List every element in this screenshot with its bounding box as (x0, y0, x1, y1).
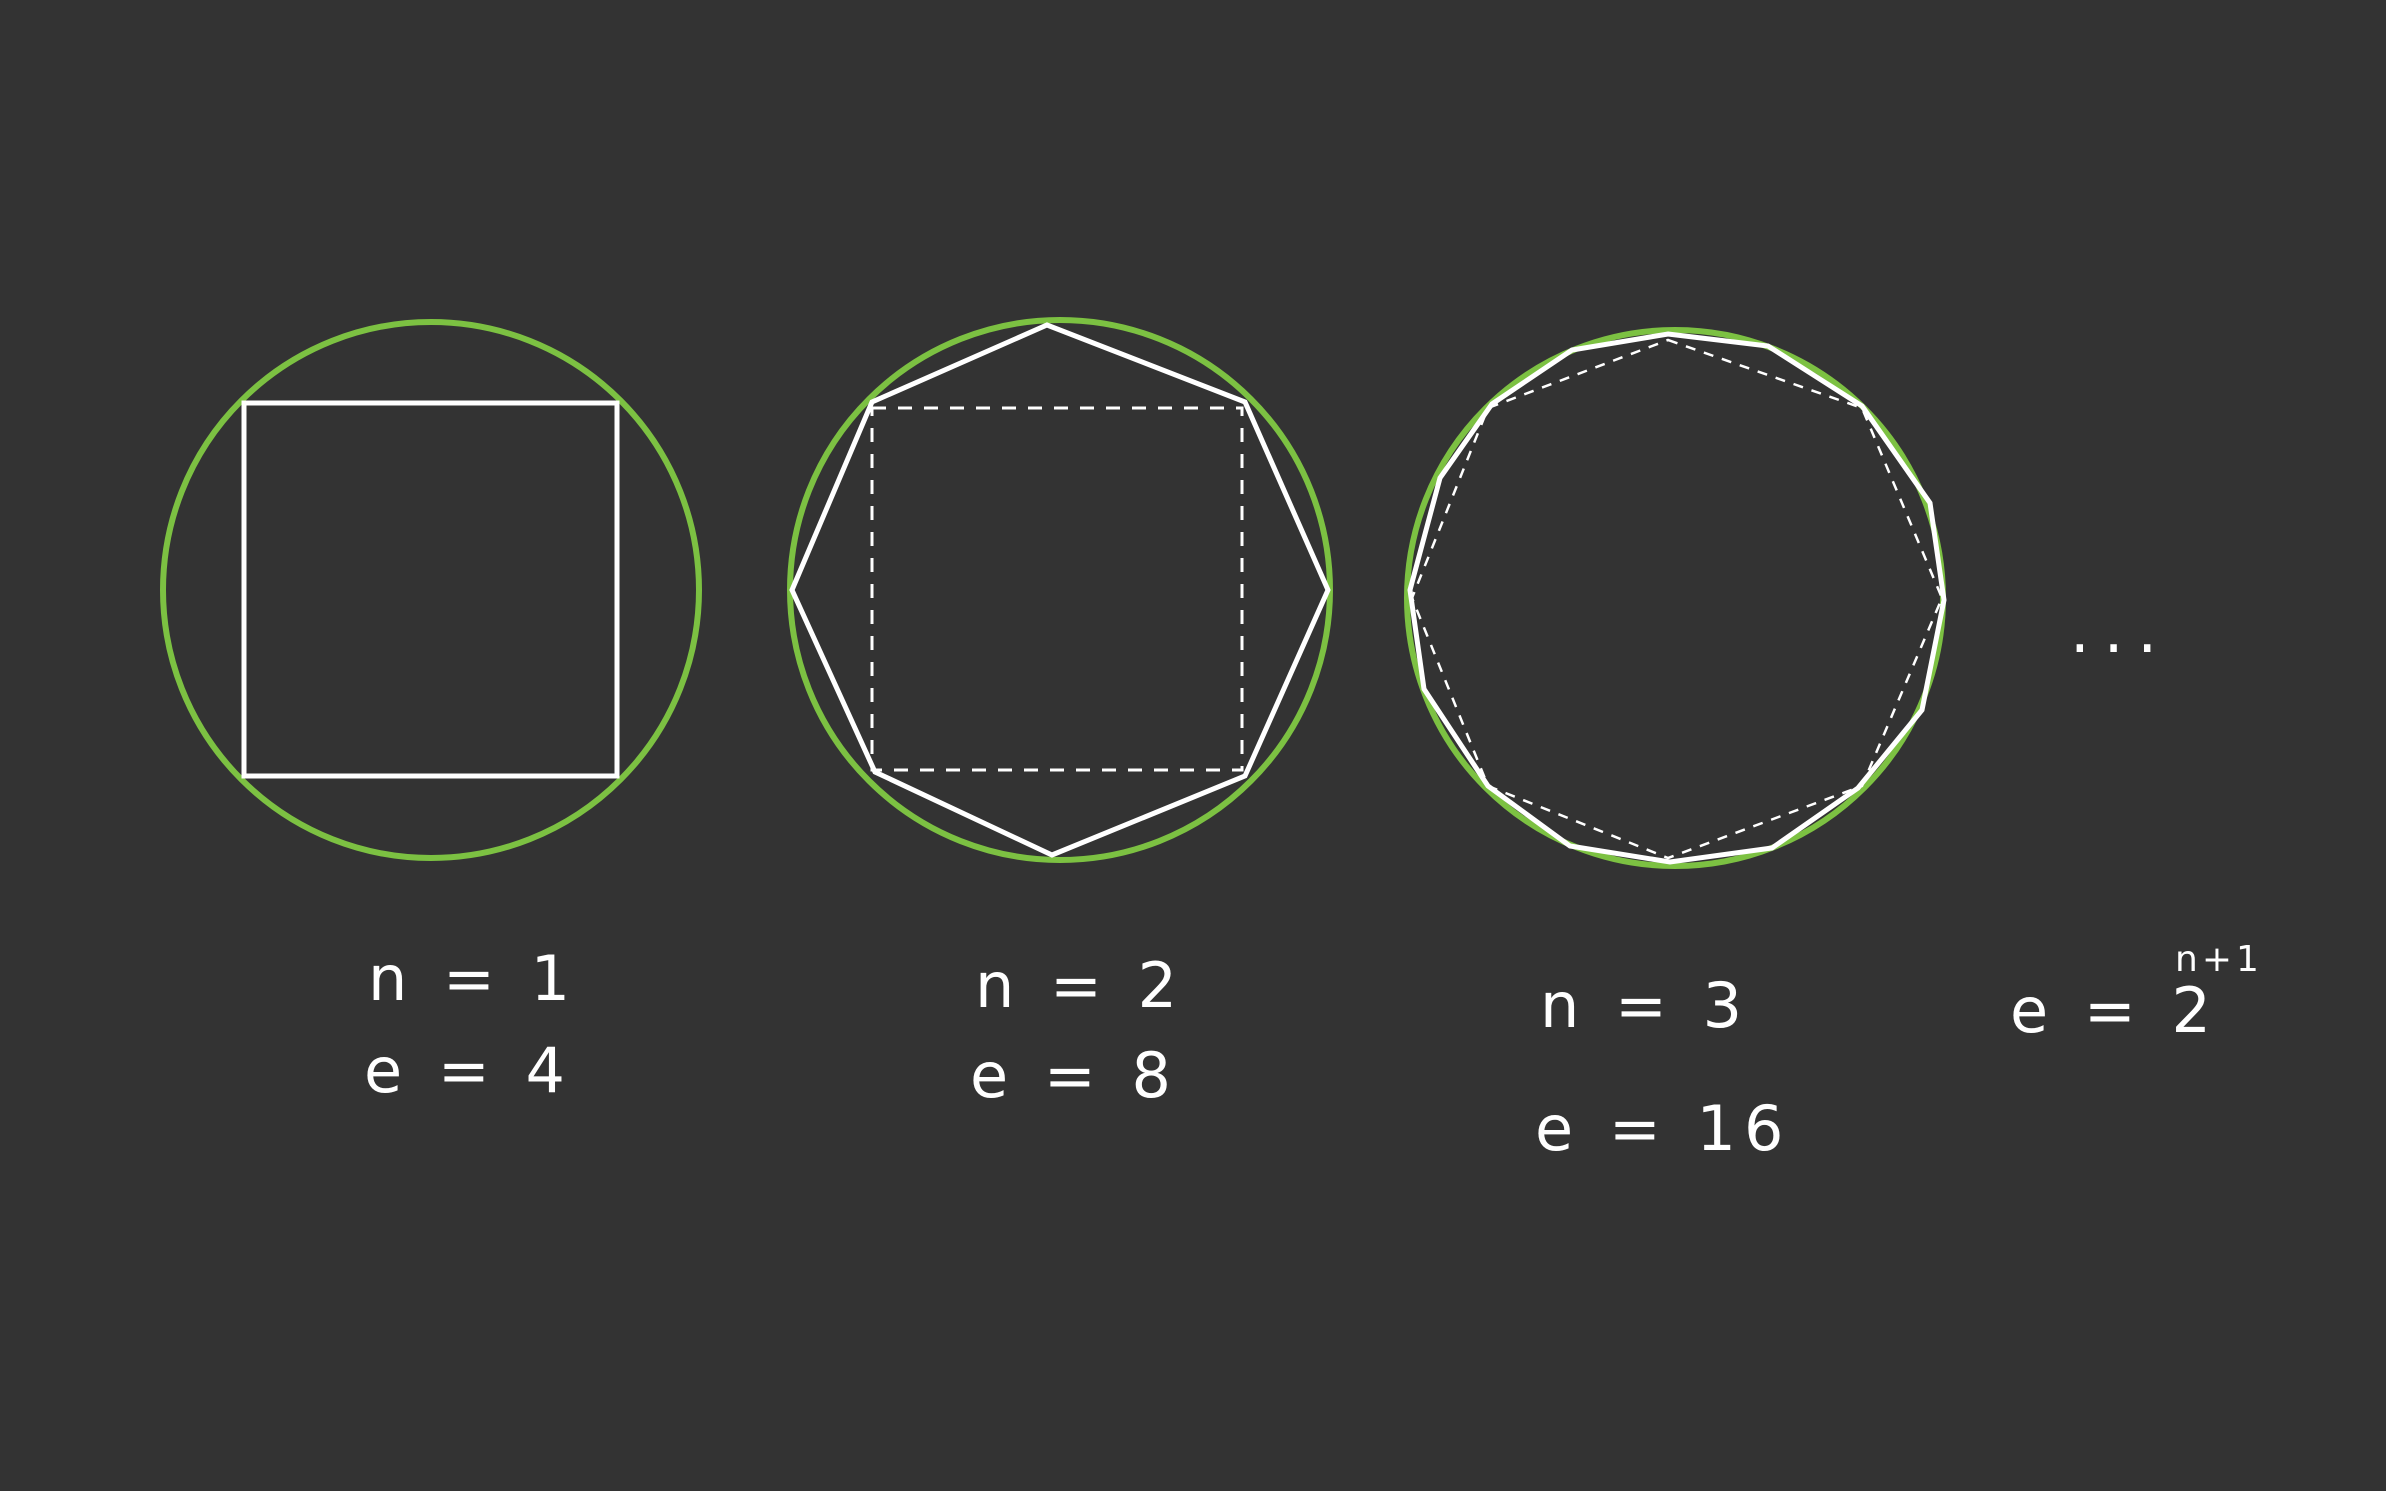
dashed-square-previous (870, 406, 1244, 772)
figure-2-e-label: e = 8 (970, 1039, 1179, 1112)
figure-1-e-label: e = 4 (364, 1034, 573, 1107)
figure-3 (1404, 327, 1947, 869)
figure-1 (160, 319, 702, 861)
square-4-edges (241, 400, 620, 779)
figure-1-n-label: n = 1 (368, 942, 579, 1015)
hexadecagon-16-edges (1407, 331, 1947, 865)
general-formula-base: e = 2 (2010, 974, 2219, 1047)
figure-2 (787, 317, 1333, 863)
figure-3-e-label: e = 16 (1535, 1092, 1792, 1165)
octagon-8-edges (789, 322, 1331, 858)
figure-3-n-label: n = 3 (1540, 969, 1751, 1042)
dashed-octagon-previous (1410, 338, 1944, 860)
figure-2-n-label: n = 2 (975, 949, 1186, 1022)
general-formula-exponent: n+1 (2175, 939, 2263, 980)
circle-1 (160, 319, 702, 861)
ellipsis: ... (2070, 594, 2172, 667)
